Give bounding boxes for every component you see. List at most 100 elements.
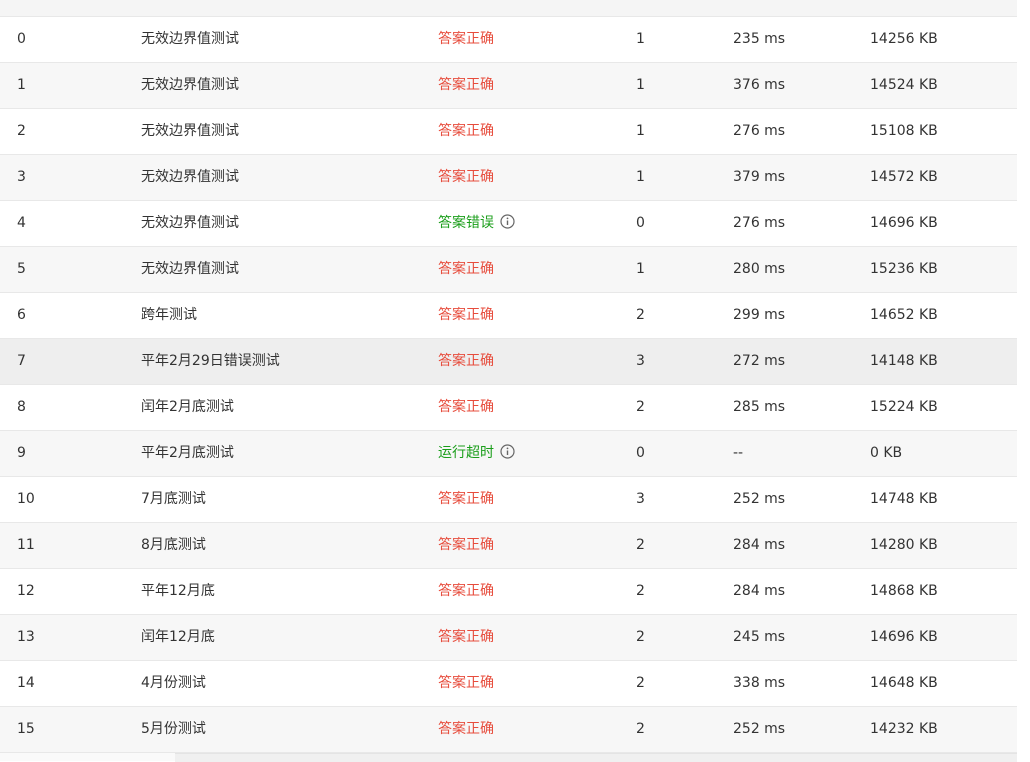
score-text: 2 <box>636 583 645 599</box>
table-row: 15 5月份测试 答案正确 2 252 ms 14232 KB <box>0 707 1017 753</box>
time-text: 235 ms <box>733 31 786 47</box>
scroll-thumb[interactable] <box>175 753 1017 762</box>
table-row: 6 跨年测试 答案正确 2 299 ms 14652 KB <box>0 293 1017 339</box>
test-id: 1 <box>17 63 26 108</box>
score-text: 2 <box>636 307 645 323</box>
table-row: 8 闰年2月底测试 答案正确 2 285 ms 15224 KB <box>0 385 1017 431</box>
test-id-text: 7 <box>17 353 26 369</box>
table-row: 9 平年2月底测试 运行超时 0 -- 0 KB <box>0 431 1017 477</box>
info-icon[interactable] <box>500 444 515 459</box>
hint-text: 无效边界值测试 <box>141 123 239 139</box>
time-text: 299 ms <box>733 307 786 323</box>
time: 284 ms <box>733 523 785 568</box>
test-id: 12 <box>17 569 35 614</box>
test-id-text: 6 <box>17 307 26 323</box>
test-id: 2 <box>17 109 26 154</box>
result: 答案正确 <box>438 707 494 752</box>
score-text: 3 <box>636 353 645 369</box>
time-text: 252 ms <box>733 491 786 507</box>
time-text: 272 ms <box>733 353 786 369</box>
result: 答案正确 <box>438 569 494 614</box>
score: 3 <box>636 339 645 384</box>
score: 2 <box>636 385 645 430</box>
table-row: 11 8月底测试 答案正确 2 284 ms 14280 KB <box>0 523 1017 569</box>
time: 376 ms <box>733 63 785 108</box>
score: 1 <box>636 109 645 154</box>
score-text: 1 <box>636 261 645 277</box>
score: 2 <box>636 293 645 338</box>
table-row: 7 平年2月29日错误测试 答案正确 3 272 ms 14148 KB <box>0 339 1017 385</box>
memory: 14232 KB <box>870 707 938 752</box>
test-id: 10 <box>17 477 35 522</box>
memory-text: 14232 KB <box>870 721 938 737</box>
test-id: 8 <box>17 385 26 430</box>
header-cell: 提示 <box>141 0 169 16</box>
test-id-text: 4 <box>17 215 26 231</box>
result: 答案正确 <box>438 385 494 430</box>
memory-text: 14696 KB <box>870 629 938 645</box>
time-text: 379 ms <box>733 169 786 185</box>
memory-text: 14524 KB <box>870 77 938 93</box>
hint: 无效边界值测试 <box>141 17 239 62</box>
test-id-text: 11 <box>17 537 35 553</box>
score-text: 1 <box>636 77 645 93</box>
result-text: 答案正确 <box>438 261 494 277</box>
time: 379 ms <box>733 155 785 200</box>
score-text: 1 <box>636 31 645 47</box>
time-text: 276 ms <box>733 215 786 231</box>
memory: 14748 KB <box>870 477 938 522</box>
hint: 无效边界值测试 <box>141 109 239 154</box>
table-row: 2 无效边界值测试 答案正确 1 276 ms 15108 KB <box>0 109 1017 155</box>
header-cell: 内存 <box>870 0 898 16</box>
memory: 14696 KB <box>870 615 938 660</box>
test-id-text: 13 <box>17 629 35 645</box>
table-row: 0 无效边界值测试 答案正确 1 235 ms 14256 KB <box>0 17 1017 63</box>
time-text: -- <box>733 445 744 461</box>
test-id: 13 <box>17 615 35 660</box>
time-text: 284 ms <box>733 537 786 553</box>
memory-text: 14648 KB <box>870 675 938 691</box>
test-id-text: 9 <box>17 445 26 461</box>
info-icon[interactable] <box>500 214 515 229</box>
memory-text: 14868 KB <box>870 583 938 599</box>
scrollbar[interactable] <box>0 753 1017 762</box>
score: 1 <box>636 155 645 200</box>
result-text: 答案正确 <box>438 491 494 507</box>
hint-text: 闰年2月底测试 <box>141 399 234 415</box>
hint-text: 无效边界值测试 <box>141 261 239 277</box>
time: 276 ms <box>733 109 785 154</box>
score: 0 <box>636 431 645 476</box>
memory-text: 14572 KB <box>870 169 938 185</box>
memory-text: 15108 KB <box>870 123 938 139</box>
hint-text: 平年2月底测试 <box>141 445 234 461</box>
test-id-text: 12 <box>17 583 35 599</box>
test-id-text: 1 <box>17 77 26 93</box>
table-row: 4 无效边界值测试 答案错误 0 276 ms 14696 KB <box>0 201 1017 247</box>
table-row: 5 无效边界值测试 答案正确 1 280 ms 15236 KB <box>0 247 1017 293</box>
time: 235 ms <box>733 17 785 62</box>
result: 答案正确 <box>438 109 494 154</box>
memory-text: 0 KB <box>870 445 903 461</box>
result: 答案正确 <box>438 661 494 706</box>
memory: 15224 KB <box>870 385 938 430</box>
header-cell: 分数 <box>636 0 664 16</box>
result-text: 答案正确 <box>438 721 494 737</box>
hint: 无效边界值测试 <box>141 247 239 292</box>
time: 338 ms <box>733 661 785 706</box>
result: 答案正确 <box>438 293 494 338</box>
test-id: 15 <box>17 707 35 752</box>
hint: 平年2月底测试 <box>141 431 234 476</box>
table-row: 14 4月份测试 答案正确 2 338 ms 14648 KB <box>0 661 1017 707</box>
result: 答案正确 <box>438 523 494 568</box>
score-text: 2 <box>636 537 645 553</box>
score: 2 <box>636 569 645 614</box>
result: 答案正确 <box>438 63 494 108</box>
header-cell: 结果 <box>438 0 466 16</box>
time: 280 ms <box>733 247 785 292</box>
hint-text: 无效边界值测试 <box>141 215 239 231</box>
result: 答案正确 <box>438 339 494 384</box>
test-id: 4 <box>17 201 26 246</box>
result-text: 答案正确 <box>438 31 494 47</box>
test-id-text: 5 <box>17 261 26 277</box>
time-text: 245 ms <box>733 629 786 645</box>
